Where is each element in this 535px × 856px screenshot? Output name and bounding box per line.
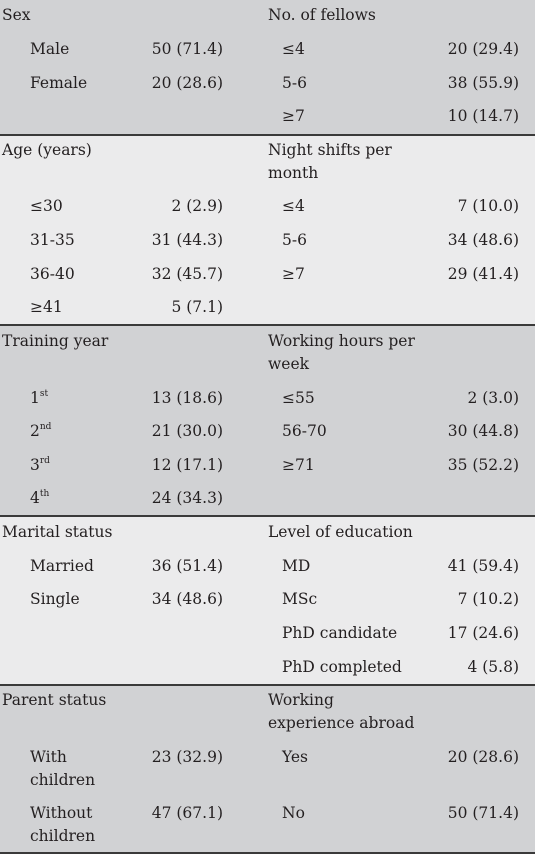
section-band-training <box>0 326 535 515</box>
row-value: 23 (32.9) <box>151 748 223 766</box>
row-value: 50 (71.4) <box>151 40 223 58</box>
section-heading-night-shifts-line2: month <box>268 164 319 182</box>
section-band-age <box>0 136 535 324</box>
row-value: 29 (41.4) <box>447 265 519 283</box>
row-label: No <box>282 804 305 822</box>
row-value: 47 (67.1) <box>151 804 223 822</box>
row-label: 5-6 <box>282 74 307 92</box>
row-label: ≥41 <box>30 298 63 316</box>
section-heading-no-of-fellows: No. of fellows <box>268 6 376 24</box>
row-label: MSc <box>282 590 318 608</box>
row-label-line2: children <box>30 827 96 845</box>
row-label: 4th <box>30 487 49 510</box>
row-label: ≤4 <box>282 40 305 58</box>
section-band-marital <box>0 517 535 684</box>
row-label: PhD completed <box>282 658 402 676</box>
row-value: 50 (71.4) <box>447 804 519 822</box>
row-label: 56-70 <box>282 422 327 440</box>
ordinal-number: 3 <box>30 456 40 474</box>
section-heading-working-experience: Working <box>268 691 334 709</box>
section-heading-age: Age (years) <box>2 141 92 159</box>
section-heading-level-of-education: Level of education <box>268 523 413 541</box>
section-heading-marital-status: Marital status <box>2 523 113 541</box>
section-heading-working-experience-line2: experience abroad <box>268 714 415 732</box>
row-label-line2: children <box>30 771 96 789</box>
row-value: 7 (10.2) <box>457 590 519 608</box>
row-value: 2 (3.0) <box>467 389 519 407</box>
row-value: 10 (14.7) <box>447 107 519 125</box>
row-value: 41 (59.4) <box>447 557 519 575</box>
row-label: Female <box>30 74 88 92</box>
row-label: ≥7 <box>282 107 305 125</box>
row-label: Without <box>30 804 93 822</box>
row-label: With <box>30 748 67 766</box>
row-label: Yes <box>282 748 309 766</box>
row-label: Married <box>30 557 94 575</box>
row-label: ≤4 <box>282 197 305 215</box>
row-value: 20 (28.6) <box>151 74 223 92</box>
section-heading-working-hours-line2: week <box>268 355 310 373</box>
row-value: 36 (51.4) <box>151 557 223 575</box>
ordinal-suffix: nd <box>39 421 52 432</box>
row-label: PhD candidate <box>282 624 398 642</box>
row-value: 5 (7.1) <box>171 298 223 316</box>
table-bottom-rule <box>0 852 535 854</box>
section-heading-sex: Sex <box>2 6 31 24</box>
section-heading-working-hours: Working hours per <box>268 332 415 350</box>
section-divider <box>0 684 535 686</box>
row-label: ≤30 <box>30 197 63 215</box>
row-label: MD <box>282 557 311 575</box>
row-label: 31-35 <box>30 231 75 249</box>
row-value: 2 (2.9) <box>171 197 223 215</box>
row-label: 36-40 <box>30 265 75 283</box>
row-value: 34 (48.6) <box>447 231 519 249</box>
section-heading-parent-status: Parent status <box>2 691 107 709</box>
section-divider <box>0 515 535 517</box>
row-value: 32 (45.7) <box>151 265 223 283</box>
row-label: 5-6 <box>282 231 307 249</box>
ordinal-suffix: st <box>39 388 49 399</box>
row-label: 2nd <box>30 420 51 443</box>
section-band-sex <box>0 0 535 134</box>
ordinal-number: 1 <box>30 389 40 407</box>
ordinal-suffix: th <box>39 488 50 499</box>
ordinal-number: 4 <box>30 489 40 507</box>
row-label: Male <box>30 40 70 58</box>
row-value: 34 (48.6) <box>151 590 223 608</box>
row-value: 12 (17.1) <box>151 456 223 474</box>
row-value: 20 (29.4) <box>447 40 519 58</box>
row-value: 20 (28.6) <box>447 748 519 766</box>
row-label: 3rd <box>30 454 50 477</box>
row-value: 13 (18.6) <box>151 389 223 407</box>
row-label: ≥7 <box>282 265 305 283</box>
row-label: 1st <box>30 387 48 410</box>
row-value: 7 (10.0) <box>457 197 519 215</box>
row-value: 21 (30.0) <box>151 422 223 440</box>
row-value: 24 (34.3) <box>151 489 223 507</box>
row-value: 35 (52.2) <box>447 456 519 474</box>
section-heading-training-year: Training year <box>2 332 109 350</box>
row-value: 4 (5.8) <box>467 658 519 676</box>
row-value: 31 (44.3) <box>151 231 223 249</box>
ordinal-suffix: rd <box>39 455 50 466</box>
section-divider <box>0 134 535 136</box>
row-label: ≤55 <box>282 389 315 407</box>
row-value: 17 (24.6) <box>447 624 519 642</box>
section-divider <box>0 324 535 326</box>
row-value: 38 (55.9) <box>447 74 519 92</box>
row-label: Single <box>30 590 80 608</box>
row-label: ≥71 <box>282 456 315 474</box>
section-band-parent <box>0 686 535 852</box>
row-value: 30 (44.8) <box>447 422 519 440</box>
section-heading-night-shifts: Night shifts per <box>268 141 392 159</box>
ordinal-number: 2 <box>30 422 40 440</box>
